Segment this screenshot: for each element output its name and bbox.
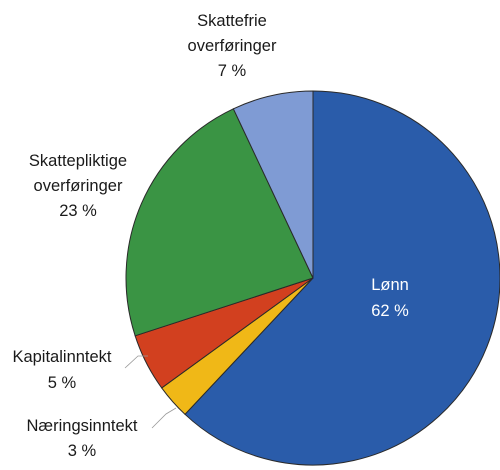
label-kapitalinntekt-value: 5 % [48,374,77,392]
label-skattefrie-line1: Skattefrie [197,12,267,30]
label-lonn-name: Lønn [371,276,409,294]
label-skattepliktige-value: 23 % [59,202,97,220]
label-skattefrie-line2: overføringer [188,37,277,55]
label-kapitalinntekt-name: Kapitalinntekt [12,348,111,366]
label-skattepliktige: Skattepliktige overføringer 23 % [29,152,127,220]
label-skattefrie: Skattefrie overføringer 7 % [188,12,277,80]
pie-slices [125,90,500,466]
label-naeringsinntekt: Næringsinntekt 3 % [27,417,138,460]
label-lonn: Lønn 62 % [371,276,409,320]
label-skattepliktige-line1: Skattepliktige [29,152,127,170]
label-naeringsinntekt-value: 3 % [68,442,97,460]
label-kapitalinntekt: Kapitalinntekt 5 % [12,348,111,392]
label-lonn-value: 62 % [371,302,409,320]
pie-slice-skattefrie-overforinger [232,90,314,279]
pie-slice-skattepliktige-overforinger [125,108,314,337]
label-skattefrie-value: 7 % [218,62,247,80]
pie-slice-lonn [184,90,500,466]
label-skattepliktige-line2: overføringer [34,177,123,195]
kapitalinntekt-leader-line [124,355,148,369]
label-naeringsinntekt-name: Næringsinntekt [27,417,138,435]
naeringsinntekt-leader-line [151,407,177,429]
label-leader-lines [124,355,177,429]
